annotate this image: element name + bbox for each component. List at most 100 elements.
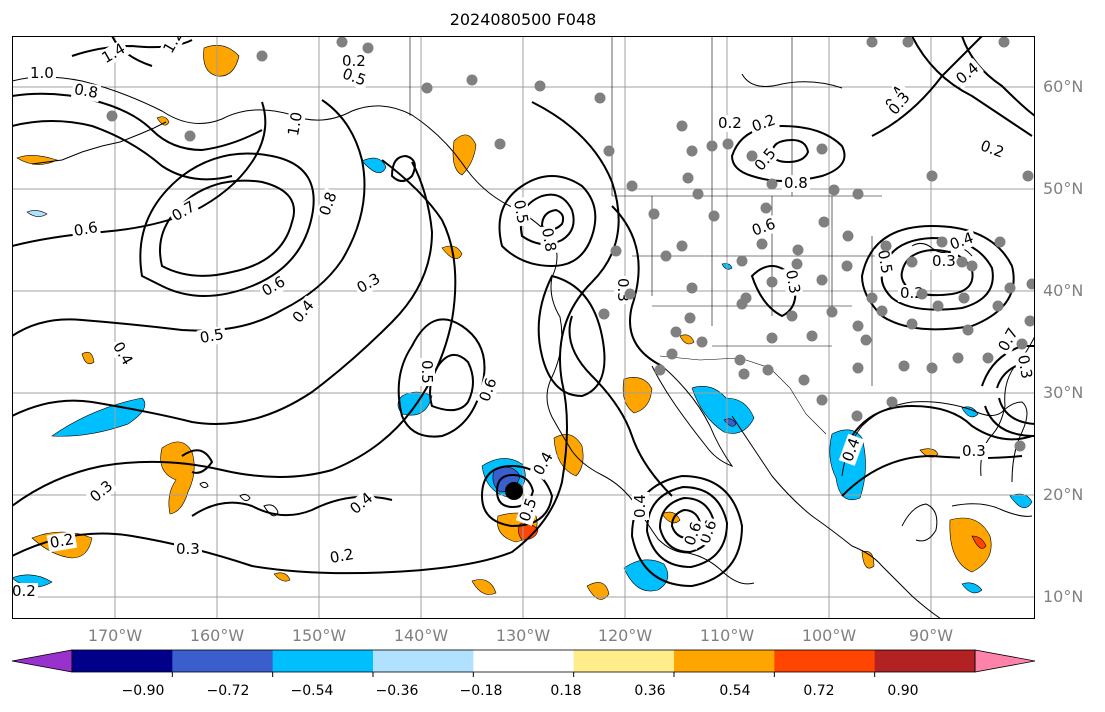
- contour-label-bg: [695, 515, 722, 548]
- station-dot: [841, 260, 853, 272]
- contour-label-bg: [196, 325, 228, 348]
- shade-cool-8: [1009, 493, 1033, 509]
- lon-label-120w: 120°W: [597, 626, 653, 645]
- storm-center-marker[interactable]: [505, 482, 523, 500]
- station-dot: [958, 292, 970, 304]
- contour-label: 0.5: [510, 198, 532, 225]
- contour-label: 1.2: [159, 36, 187, 56]
- contour-label-bg: [159, 36, 188, 59]
- shade-cool-10: [961, 406, 979, 418]
- contour-label-bg: [315, 187, 342, 220]
- contour-sw-2: [568, 315, 673, 497]
- colorbar-tick-label: 0.72: [803, 683, 835, 699]
- colorbar-segment: [674, 650, 775, 672]
- colorbar-segment: [774, 650, 876, 672]
- contour-label-bg: [28, 65, 56, 82]
- shade-cool-5: [691, 386, 755, 434]
- contour-label: 1.0: [284, 111, 306, 138]
- station-dot: [762, 364, 774, 376]
- station-dot: [706, 140, 718, 152]
- station-dot: [534, 80, 546, 92]
- station-dot: [860, 334, 872, 346]
- border-states-2: [632, 255, 892, 347]
- contour-label-bg: [509, 196, 532, 228]
- shade-trop-4: [586, 582, 610, 600]
- contour-label: 0.3: [932, 252, 956, 270]
- colorbar-segment: [272, 650, 374, 672]
- coast-alaska: [12, 76, 755, 585]
- contour-label-bg: [680, 517, 707, 550]
- contour-label-bg: [747, 214, 780, 241]
- station-dot: [1016, 338, 1028, 350]
- station-dot: [828, 184, 840, 196]
- shade-caribbean: [949, 517, 992, 573]
- contour-mid-trop: [191, 495, 393, 517]
- station-dot: [886, 396, 898, 408]
- contour-npac-0-8: [159, 179, 295, 277]
- contour-label-bg: [782, 175, 810, 192]
- station-dot: [916, 288, 928, 300]
- station-dot: [818, 216, 830, 228]
- contour-west-trop: [181, 449, 214, 474]
- contour-pnw-1: [498, 175, 597, 268]
- station-dot: [766, 332, 778, 344]
- contour-label-bg: [632, 492, 649, 520]
- station-dot: [686, 282, 698, 294]
- contour-gulf-2: [841, 454, 1023, 497]
- station-dot: [842, 230, 854, 242]
- coast-yucatan: [901, 503, 938, 542]
- station-dot: [494, 138, 506, 150]
- station-dot: [992, 300, 1004, 312]
- contour-label-bg: [97, 39, 131, 68]
- contour-label: 0.5: [198, 325, 225, 347]
- contour-label: 0.6: [72, 218, 99, 240]
- colorbar-segment: [373, 650, 474, 672]
- station-dot: [686, 145, 698, 157]
- contour-label: 0.2: [342, 52, 366, 70]
- station-dot: [926, 362, 938, 374]
- shade-trop-6: [273, 572, 291, 582]
- station-dot: [1014, 440, 1026, 452]
- coast-baja: [651, 365, 734, 468]
- contour-label-bg: [345, 488, 378, 520]
- station-dot: [624, 288, 636, 300]
- station-dot: [816, 394, 828, 406]
- contour-gulf-1: [851, 404, 1033, 441]
- contour-label-bg: [716, 115, 744, 132]
- contour-sub-1: [390, 154, 416, 182]
- station-dot: [792, 244, 804, 256]
- colorbar-tick-label: −0.18: [459, 683, 503, 699]
- colorbar: [11, 649, 1036, 677]
- station-dot: [610, 245, 622, 257]
- station-dot: [676, 120, 688, 132]
- lat-label-20: 20°N: [1043, 485, 1084, 504]
- coast-hawaii-2: [239, 493, 251, 502]
- coast-mexico: [731, 415, 942, 619]
- contour-label: 0.8: [73, 80, 100, 102]
- station-dot: [736, 255, 748, 267]
- contour-label: 0.4: [289, 296, 318, 326]
- station-dot: [362, 42, 374, 54]
- contour-label: 0.3: [86, 477, 116, 506]
- station-dot: [736, 298, 748, 310]
- contour-label: 1.0: [30, 64, 54, 82]
- contour-label: 0.3: [1014, 353, 1035, 380]
- contour-label: 0.3: [962, 442, 986, 460]
- station-dot: [654, 364, 666, 376]
- colorbar-tick-label: 0.36: [634, 683, 666, 699]
- contour-label-bg: [1013, 351, 1035, 383]
- station-dot: [708, 210, 720, 222]
- station-dot: [466, 74, 478, 86]
- political-boundaries: [409, 36, 892, 435]
- contour-npac-0-5: [12, 99, 366, 337]
- contour-gulf-ak: [12, 92, 263, 152]
- station-dot: [738, 368, 750, 380]
- station-dot: [1024, 315, 1035, 327]
- contour-label: 0.3: [782, 268, 804, 295]
- contour-npac-0-3: [12, 159, 457, 507]
- station-dot: [982, 352, 994, 364]
- coast-hudson: [741, 73, 843, 89]
- station-dot: [786, 310, 798, 322]
- contour-label-bg: [418, 358, 435, 386]
- colorbar-segment: [473, 650, 575, 672]
